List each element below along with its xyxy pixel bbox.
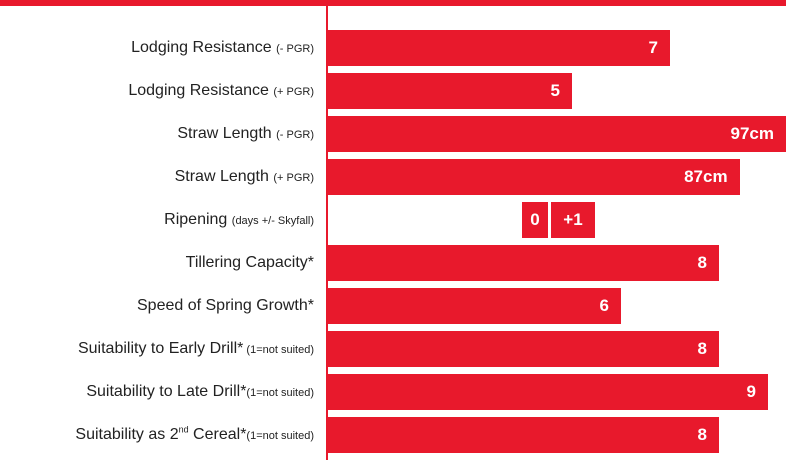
category-label: Suitability as 2nd Cereal*(1=not suited) bbox=[75, 417, 314, 453]
category-label-qualifier: (1=not suited) bbox=[246, 387, 314, 399]
category-label-qualifier: (days +/- Skyfall) bbox=[231, 215, 314, 227]
bar-value-label: 97cm bbox=[730, 124, 774, 143]
bar: 6 bbox=[327, 288, 621, 324]
bar: +1 bbox=[551, 202, 595, 238]
category-label-qualifier: (+ PGR) bbox=[273, 172, 314, 184]
bar-value-label: 8 bbox=[697, 253, 707, 272]
category-label-main-cont: Cereal* bbox=[188, 426, 247, 443]
category-label-main: Straw Length bbox=[177, 125, 277, 142]
bar: 87cm bbox=[327, 159, 740, 195]
bar: 9 bbox=[327, 374, 768, 410]
category-label-qualifier: (1=not suited) bbox=[246, 430, 314, 442]
category-label-qualifier: (1=not suited) bbox=[243, 344, 314, 356]
category-label: Lodging Resistance (- PGR) bbox=[131, 30, 314, 66]
bar: 8 bbox=[327, 245, 719, 281]
category-label-qualifier: (- PGR) bbox=[276, 129, 314, 141]
vertical-axis-line bbox=[326, 0, 328, 460]
category-label-main: Lodging Resistance bbox=[131, 39, 277, 56]
category-label-qualifier: (- PGR) bbox=[276, 43, 314, 55]
category-label-main: Straw Length bbox=[174, 168, 274, 185]
bar: 7 bbox=[327, 30, 670, 66]
category-label: Suitability to Late Drill*(1=not suited) bbox=[86, 374, 314, 410]
category-label-main: Speed of Spring Growth* bbox=[137, 297, 314, 314]
category-label-main: Suitability to Late Drill* bbox=[86, 383, 247, 400]
bar-value-label: +1 bbox=[563, 210, 583, 229]
bar-value-label: 5 bbox=[550, 81, 560, 100]
category-label-main: Lodging Resistance bbox=[128, 82, 274, 99]
category-label-qualifier: (+ PGR) bbox=[273, 86, 314, 98]
bar-value-label: 6 bbox=[599, 296, 609, 315]
category-label: Ripening (days +/- Skyfall) bbox=[164, 202, 314, 238]
bar: 8 bbox=[327, 417, 719, 453]
bar-value-label: 9 bbox=[746, 382, 756, 401]
bar-value-label: 7 bbox=[648, 38, 658, 57]
category-label: Straw Length (+ PGR) bbox=[175, 159, 314, 195]
category-label: Speed of Spring Growth* bbox=[137, 288, 314, 324]
bar-value-label: 8 bbox=[697, 339, 707, 358]
category-label: Tillering Capacity* bbox=[186, 245, 314, 281]
category-label-superscript: nd bbox=[178, 424, 189, 435]
top-accent-band bbox=[0, 0, 786, 6]
category-label-main: Suitability as 2 bbox=[75, 426, 179, 443]
bar-baseline-zero: 0 bbox=[522, 202, 548, 238]
category-label-main: Suitability to Early Drill* bbox=[77, 340, 244, 357]
category-label-main: Ripening bbox=[164, 211, 232, 228]
category-label-main: Tillering Capacity* bbox=[185, 254, 314, 271]
bar: 97cm bbox=[327, 116, 786, 152]
bar-value-label: 8 bbox=[697, 425, 707, 444]
category-label: Suitability to Early Drill* (1=not suite… bbox=[78, 331, 314, 367]
category-label: Lodging Resistance (+ PGR) bbox=[128, 73, 314, 109]
bar: 5 bbox=[327, 73, 572, 109]
bar: 8 bbox=[327, 331, 719, 367]
bar-value-label: 87cm bbox=[684, 167, 728, 186]
bar-value-label: 0 bbox=[530, 210, 540, 229]
category-label: Straw Length (- PGR) bbox=[177, 116, 314, 152]
